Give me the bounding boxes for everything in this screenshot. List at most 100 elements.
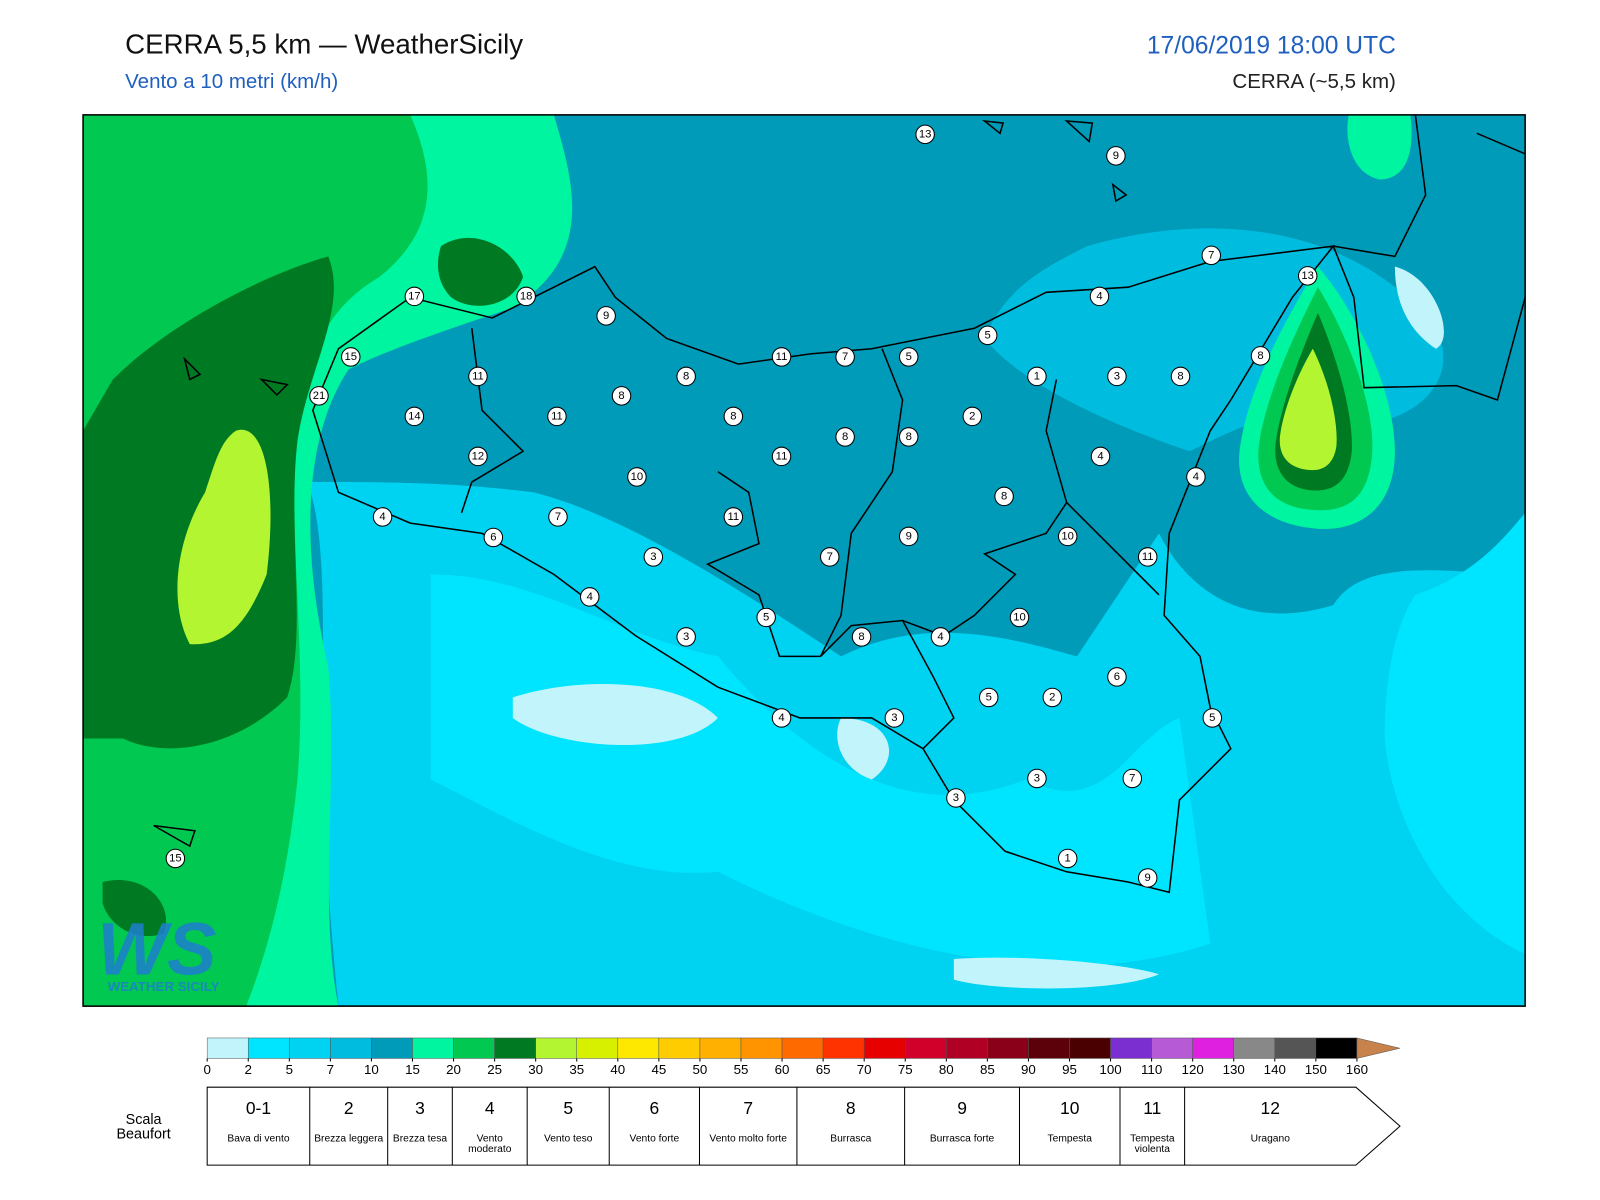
colorbar-tick-label: 110 — [1141, 1062, 1162, 1077]
coastline — [153, 114, 1526, 894]
station-value: 3 — [650, 551, 656, 563]
station-value: 11 — [472, 370, 484, 382]
beaufort-force: 0-1 — [245, 1098, 272, 1118]
colorbar-tick-label: 50 — [693, 1062, 708, 1077]
station-value: 3 — [683, 631, 689, 643]
station-value: 7 — [1208, 249, 1214, 261]
title: CERRA 5,5 km — WeatherSicily — [125, 28, 523, 59]
station-value: 5 — [906, 351, 912, 363]
colorbar-segment — [1274, 1037, 1317, 1059]
colorbar-tick-label: 80 — [939, 1062, 954, 1077]
station-marker — [851, 627, 872, 647]
colorbar-tick-label: 25 — [487, 1062, 502, 1077]
station: 1 — [1057, 848, 1078, 869]
station-marker — [898, 347, 919, 367]
station-marker — [930, 627, 951, 647]
station-marker — [771, 347, 792, 367]
station-value: 21 — [313, 390, 326, 402]
station: 12 — [468, 446, 488, 467]
colorbar-tick-label: 85 — [980, 1062, 995, 1077]
colorbar-segment — [453, 1037, 495, 1059]
colorbar-segment — [371, 1037, 413, 1059]
station-marker — [898, 427, 919, 447]
colorbar-tick-label: 65 — [816, 1062, 831, 1077]
station-value: 9 — [1145, 872, 1151, 884]
colorbar-segment — [247, 1037, 290, 1059]
colorbar-tick-label: 5 — [286, 1062, 293, 1077]
station-value: 7 — [827, 551, 833, 563]
station-value: 10 — [1013, 611, 1026, 623]
station-value: 8 — [1257, 350, 1263, 362]
station-marker — [1057, 848, 1078, 869]
map-frame — [82, 114, 1526, 1007]
station: 11 — [1137, 547, 1158, 567]
station: 1 — [1027, 366, 1047, 387]
station-marker — [596, 306, 616, 326]
station-marker — [977, 325, 998, 346]
logo: WS WEATHER SICILY — [97, 907, 219, 993]
colorbar-segment — [863, 1037, 906, 1059]
station: 8 — [676, 366, 696, 387]
station-value: 8 — [1177, 370, 1183, 382]
beaufort-label: Scala Beaufort — [116, 1110, 171, 1142]
station: 11 — [547, 406, 567, 427]
station: 2 — [1042, 687, 1063, 708]
station-marker — [1107, 366, 1127, 387]
station-marker — [962, 406, 983, 427]
station-marker — [404, 406, 425, 427]
colorbar-segment — [658, 1037, 701, 1059]
beaufort-force: 5 — [563, 1098, 574, 1118]
station: 11 — [723, 507, 744, 527]
station-value: 11 — [776, 450, 788, 462]
station-value: 11 — [551, 410, 563, 422]
station-value: 17 — [408, 290, 421, 302]
station-marker — [483, 527, 504, 548]
colorbar-tick-label: 75 — [898, 1062, 913, 1077]
station: 7 — [835, 347, 855, 367]
station-value: 4 — [778, 712, 784, 724]
station-marker — [548, 507, 568, 527]
station: 8 — [898, 427, 919, 447]
station-marker — [994, 486, 1014, 507]
station-marker — [1137, 547, 1158, 567]
station: 6 — [1107, 667, 1127, 687]
station-marker — [771, 446, 792, 467]
station-marker — [1107, 667, 1127, 687]
colorbar-segment — [699, 1037, 742, 1059]
station-marker — [835, 347, 855, 367]
colorbar-tick-label: 30 — [528, 1062, 543, 1077]
station-value: 14 — [408, 410, 421, 422]
station-marker — [516, 286, 536, 307]
beaufort-force: 10 — [1060, 1098, 1080, 1118]
station-value: 9 — [906, 530, 912, 542]
colorbar-tick-label: 100 — [1099, 1062, 1121, 1077]
station-value: 6 — [1114, 671, 1120, 683]
station: 10 — [627, 467, 647, 487]
colorbar-segment — [1028, 1037, 1070, 1059]
colorbar-tick-label: 20 — [446, 1062, 461, 1077]
station-marker — [1089, 286, 1110, 307]
beaufort-name: Burrasca forte — [929, 1133, 995, 1145]
colorbar-tick-label: 160 — [1346, 1062, 1368, 1077]
station-marker — [1027, 366, 1047, 387]
colorbar-segment — [1069, 1037, 1111, 1059]
colorbar-segment — [330, 1037, 372, 1059]
beaufort-name: Bava di vento — [227, 1133, 290, 1145]
beaufort-name: Vento teso — [543, 1133, 593, 1145]
station: 7 — [548, 507, 568, 527]
station-value: 3 — [891, 712, 897, 724]
colorbar-tick-label: 55 — [734, 1062, 749, 1077]
colorbar-segment — [946, 1037, 988, 1059]
station: 13 — [1297, 266, 1318, 286]
colorbar-tick-label: 7 — [327, 1062, 334, 1077]
colorbar-segment — [412, 1037, 454, 1059]
station: 4 — [930, 627, 951, 647]
station: 11 — [771, 446, 792, 467]
station: 14 — [404, 406, 425, 427]
station: 4 — [1186, 467, 1206, 487]
beaufort-name: Vento forte — [629, 1133, 680, 1145]
colorbar-tick-label: 95 — [1062, 1062, 1077, 1077]
